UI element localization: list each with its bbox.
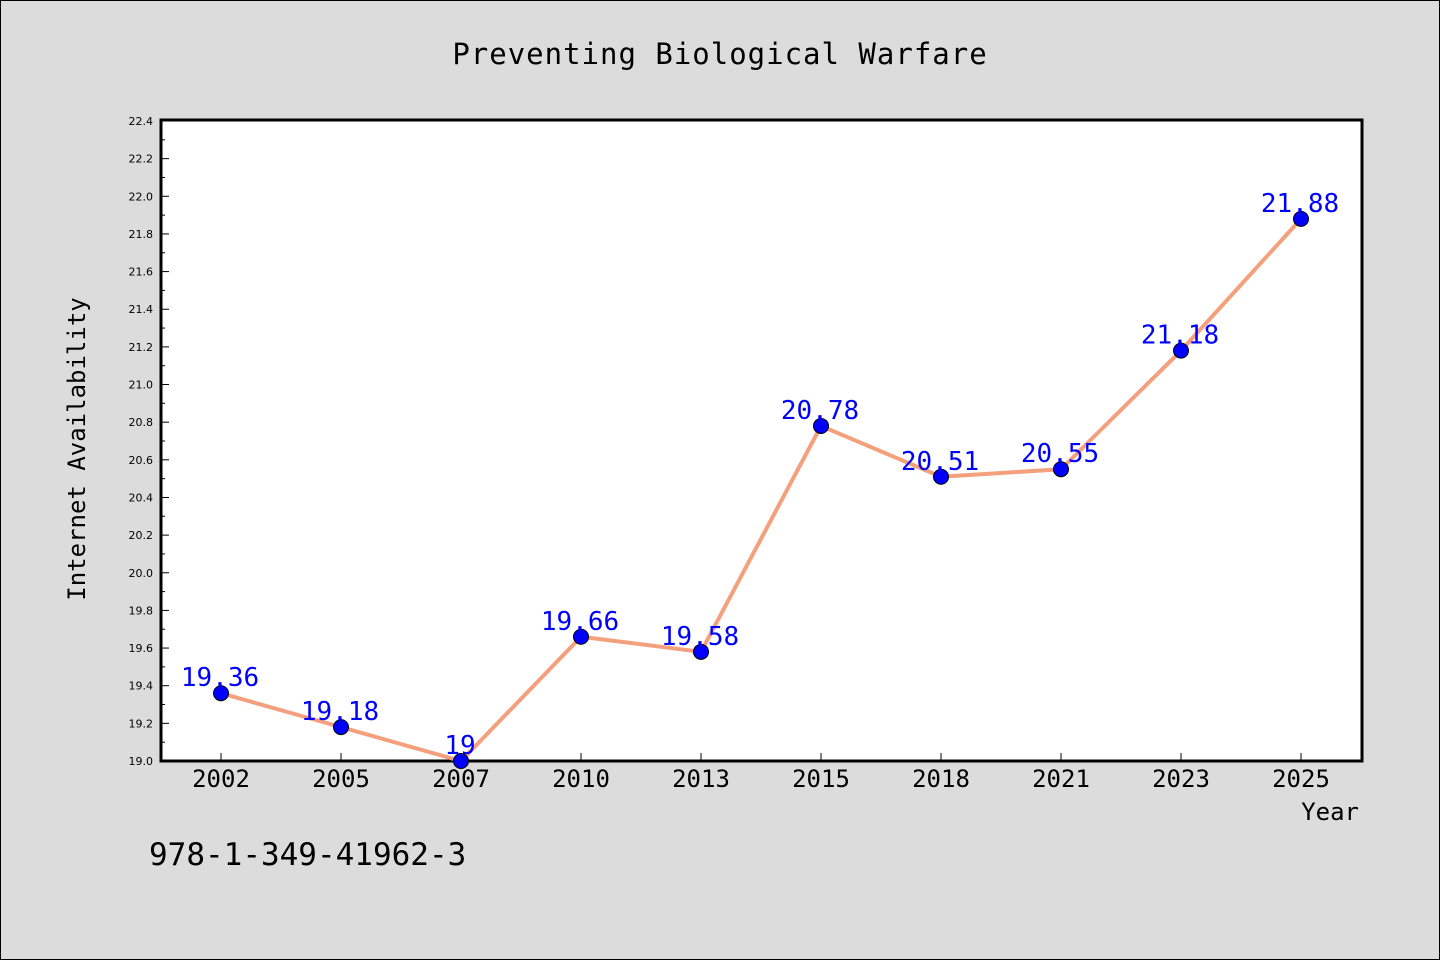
series-line — [220, 217, 1303, 763]
data-point[interactable] — [933, 468, 949, 485]
x-tick-label: 2013 — [672, 765, 730, 793]
data-point[interactable] — [213, 685, 229, 702]
x-tick-label: 2015 — [792, 765, 850, 793]
data-point[interactable] — [453, 753, 469, 769]
y-tick-label: 20.6 — [129, 454, 154, 467]
y-tick-label: 21.8 — [129, 228, 154, 241]
y-tick-label: 21.4 — [129, 303, 154, 316]
data-point[interactable] — [813, 417, 829, 434]
data-label: 20.55 — [1021, 439, 1099, 469]
data-point[interactable] — [333, 719, 349, 736]
series-layer: 19.36 19.18 19 19.66 19.58 20.78 20.51 20.55 21.… — [181, 189, 1339, 769]
data-point[interactable] — [693, 643, 709, 660]
data-point[interactable] — [573, 628, 589, 645]
y-tick-label: 19.8 — [129, 604, 154, 617]
data-label: 19.66 — [541, 607, 619, 637]
y-tick-label: 20.2 — [129, 529, 154, 542]
data-label: 20.78 — [781, 396, 859, 426]
x-axis-label: Year — [1301, 798, 1359, 826]
y-axis: 19.0 19.2 19.4 19.6 19.8 20.0 20.2 20.4 20.6 20.8… — [129, 115, 169, 768]
y-tick-label: 21.6 — [129, 266, 154, 279]
y-tick-label: 20.8 — [129, 416, 154, 429]
y-tick-label: 19.2 — [129, 717, 154, 730]
x-tick-label: 2005 — [312, 765, 370, 793]
x-tick-label: 2018 — [912, 765, 970, 793]
y-tick-label: 20.0 — [129, 567, 154, 580]
y-tick-label: 22.2 — [129, 153, 154, 166]
x-tick-label: 2023 — [1152, 765, 1210, 793]
data-point[interactable] — [1293, 210, 1309, 227]
y-tick-label: 19.0 — [129, 755, 154, 768]
data-label: 19 — [444, 731, 475, 761]
isbn-text: 978-1-349-41962-3 — [149, 837, 466, 873]
plot-area — [159, 118, 1364, 763]
data-label: 21.88 — [1261, 189, 1339, 219]
data-point[interactable] — [1173, 342, 1189, 359]
data-label: 19.18 — [301, 697, 379, 727]
y-tick-label: 19.4 — [129, 680, 154, 693]
y-tick-label: 20.4 — [129, 491, 154, 504]
x-tick-label: 2002 — [192, 765, 250, 793]
x-tick-label: 2021 — [1032, 765, 1090, 793]
y-tick-label: 21.2 — [129, 341, 154, 354]
x-tick-label: 2025 — [1272, 765, 1330, 793]
x-axis: 2002 2005 2007 2010 2013 2015 2018 2021 2023 2025 — [192, 753, 1330, 793]
y-tick-label: 22.0 — [129, 190, 154, 203]
x-tick-label: 2010 — [552, 765, 610, 793]
data-label: 19.58 — [661, 622, 739, 652]
y-tick-label: 22.4 — [129, 115, 154, 128]
data-label: 19.36 — [181, 663, 259, 693]
y-axis-label: Internet Availability — [63, 297, 91, 600]
x-tick-label: 2007 — [432, 765, 490, 793]
y-tick-label: 19.6 — [129, 642, 154, 655]
data-label: 21.18 — [1141, 321, 1219, 351]
data-point[interactable] — [1053, 461, 1069, 478]
chart-title: Preventing Biological Warfare — [452, 37, 987, 71]
y-tick-label: 21.0 — [129, 379, 154, 392]
data-label: 20.51 — [901, 447, 979, 477]
